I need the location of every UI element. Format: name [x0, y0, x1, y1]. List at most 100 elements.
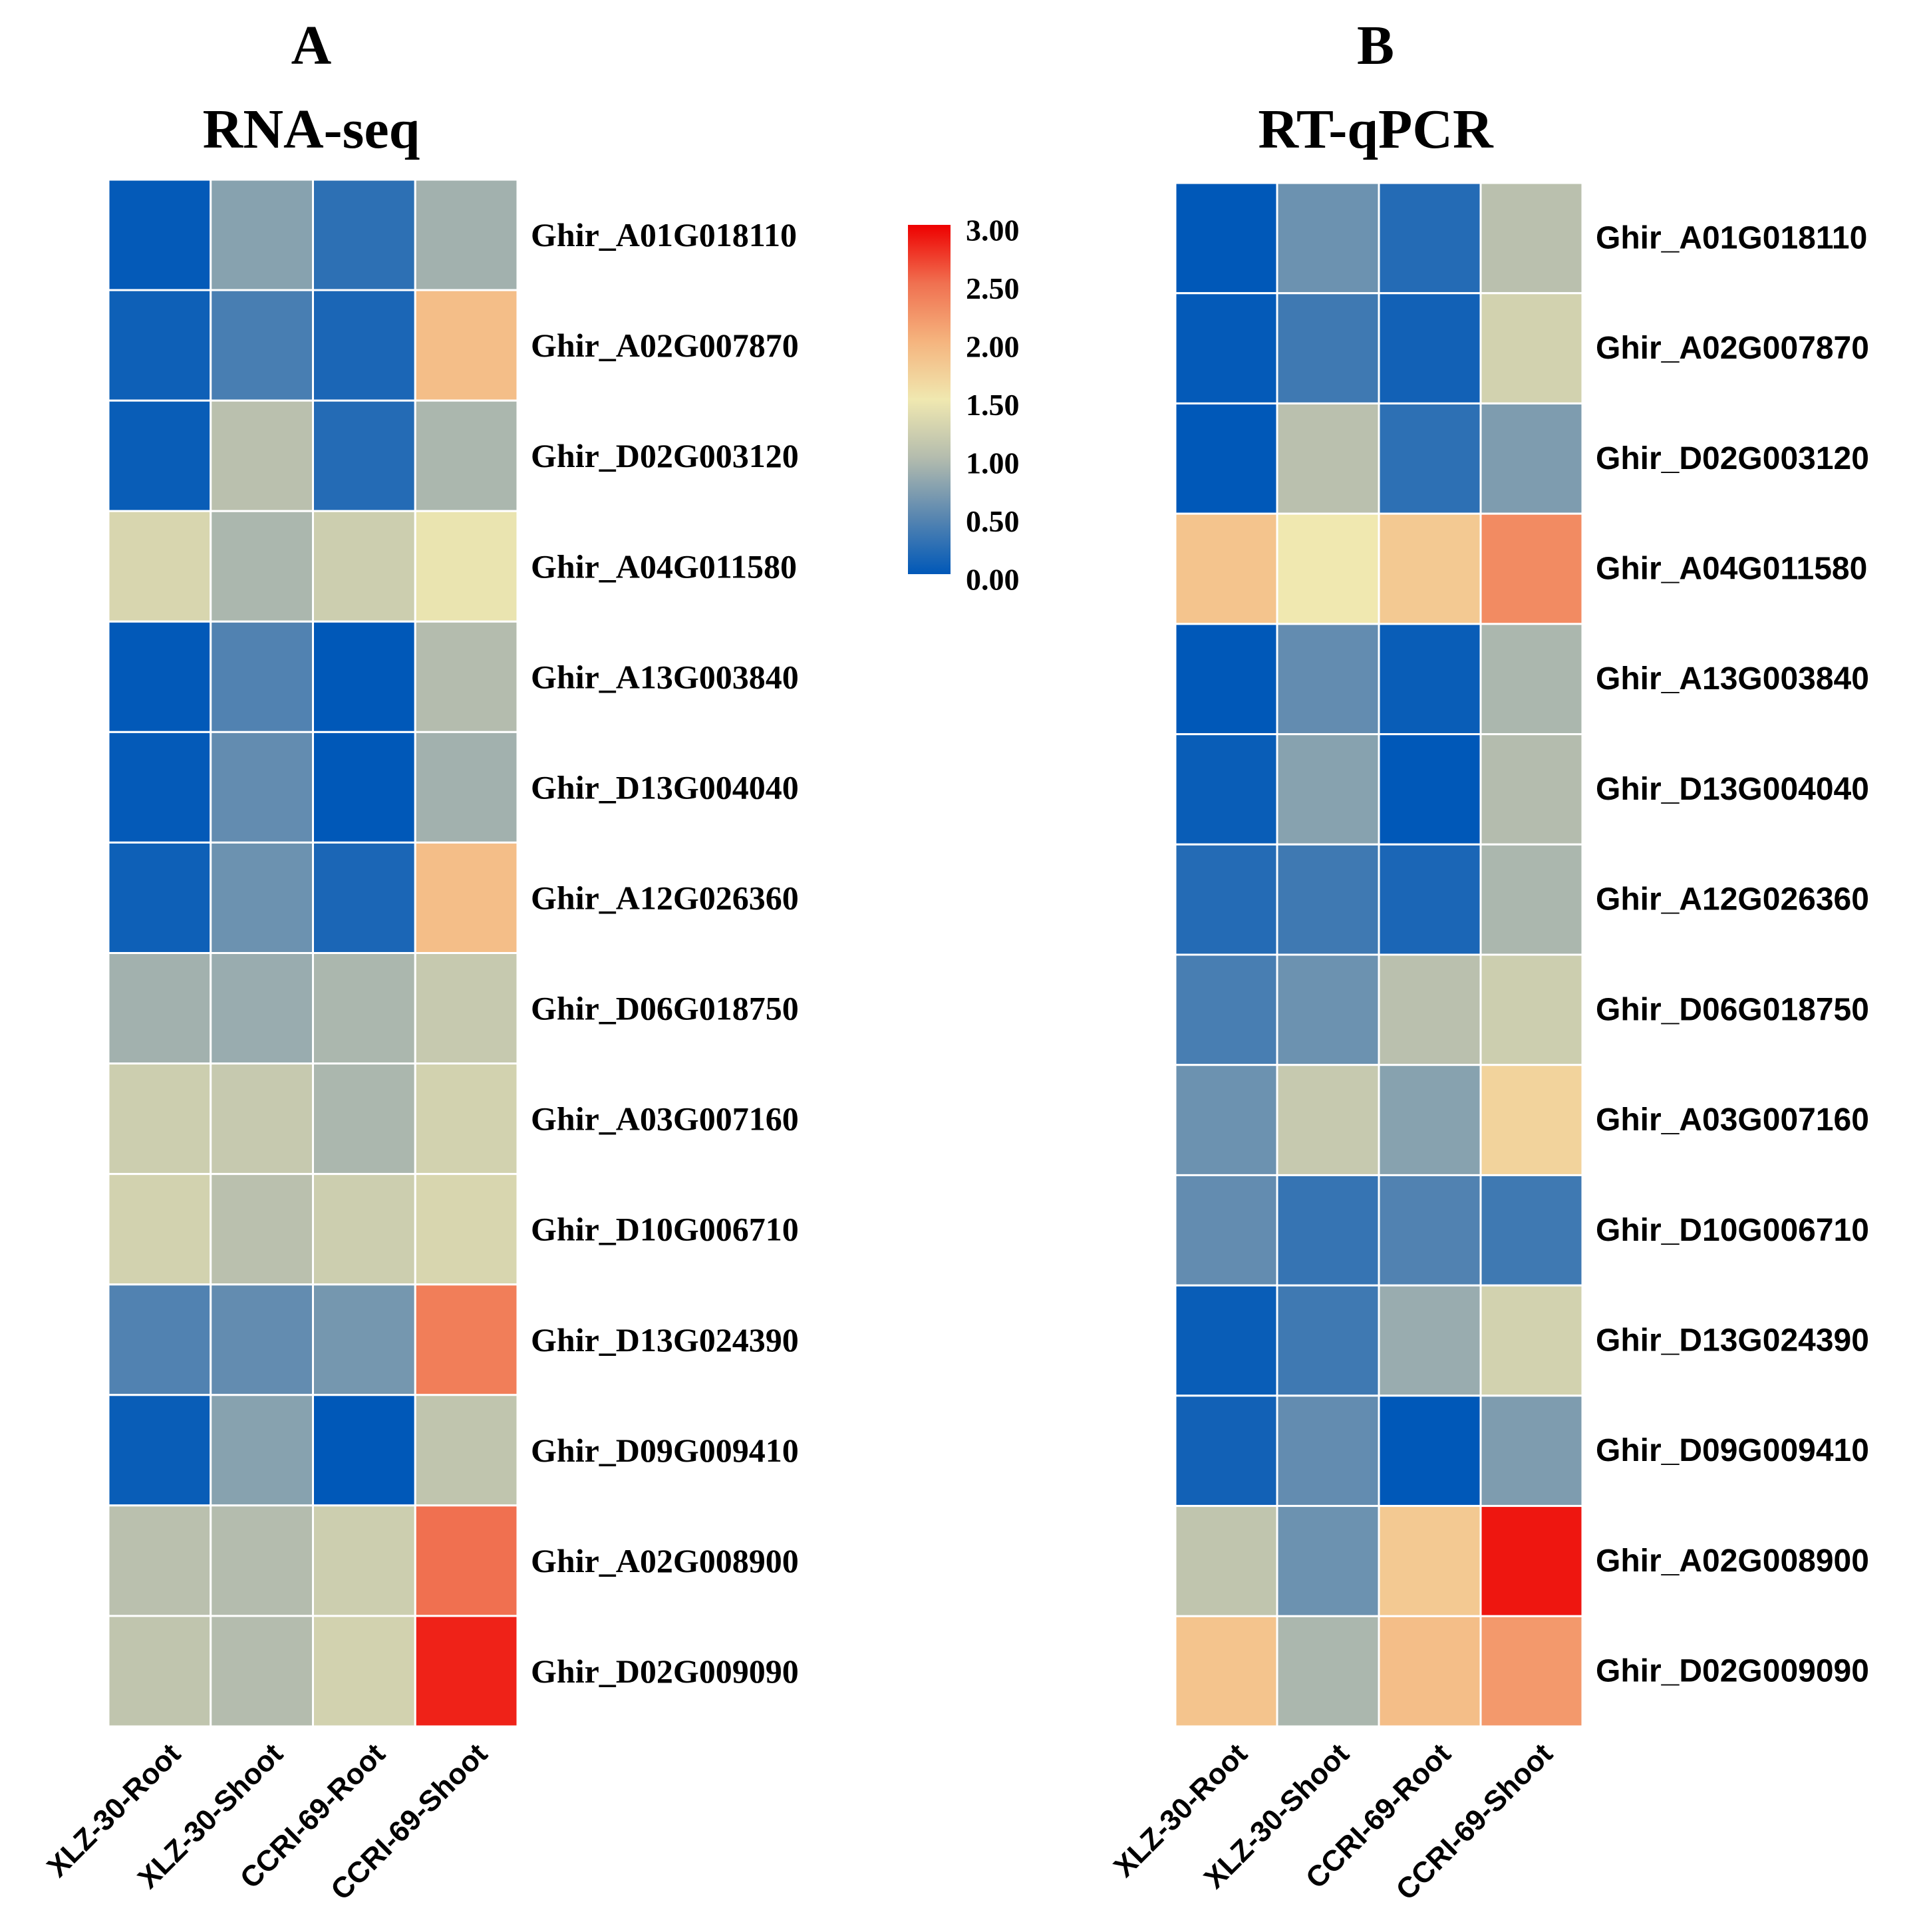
panel-b-letter: B: [1357, 15, 1394, 77]
heatmap-cell-ghir-a04g011580-ccri-69-shoot: [1479, 512, 1584, 625]
row-label-ghir-d02g003120: Ghir_D02G003120: [1596, 441, 1869, 476]
heatmap-cell-ghir-a03g007160-ccri-69-root: [1378, 1064, 1482, 1176]
row-label-ghir-a03g007160: Ghir_A03G007160: [531, 1100, 799, 1138]
heatmap-cell-ghir-a12g026360-ccri-69-root: [1378, 843, 1482, 956]
heatmap-rna-seq: Ghir_A01G018110 Ghir_A02G007870 Ghir_D02G0…: [41, 178, 799, 1907]
row-label-ghir-a01g018110: Ghir_A01G018110: [1596, 220, 1867, 255]
legend-tick-label: 2.50: [966, 271, 1020, 305]
heatmap-cell-ghir-d02g003120-xlz-30-shoot: [210, 399, 314, 512]
heatmap-cell-ghir-a03g007160-xlz-30-root: [107, 1062, 212, 1176]
heatmap-cell-ghir-d13g004040-xlz-30-shoot: [1276, 733, 1380, 846]
row-label-ghir-d06g018750: Ghir_D06G018750: [531, 990, 799, 1027]
color-legend: 3.00 2.50 2.00 1.50 1.00 0.50 0.00: [908, 214, 1020, 597]
row-label-ghir-a02g007870: Ghir_A02G007870: [531, 327, 799, 364]
panel-b-title: RT-qPCR: [1258, 98, 1494, 160]
heatmap-cell-ghir-a13g003840-ccri-69-root: [312, 620, 416, 733]
row-label-ghir-a03g007160: Ghir_A03G007160: [1596, 1102, 1869, 1138]
heatmap-cell-ghir-d09g009410-ccri-69-root: [312, 1394, 416, 1507]
heatmap-cell-ghir-d13g004040-ccri-69-root: [1378, 733, 1482, 846]
heatmap-cell-ghir-a02g007870-ccri-69-root: [1378, 292, 1482, 404]
heatmap-cell-ghir-d02g009090-ccri-69-shoot: [1479, 1615, 1584, 1728]
heatmap-cell-ghir-d13g004040-xlz-30-root: [107, 730, 212, 844]
heatmap-cell-ghir-a13g003840-ccri-69-root: [1378, 623, 1482, 736]
heatmap-cell-ghir-d13g004040-ccri-69-shoot: [1479, 733, 1584, 846]
heatmap-cell-ghir-d13g024390-ccri-69-root: [1378, 1284, 1482, 1397]
heatmap-cell-ghir-a03g007160-ccri-69-shoot: [414, 1062, 519, 1176]
heatmap-cell-ghir-a13g003840-ccri-69-shoot: [1479, 623, 1584, 736]
heatmap-cell-ghir-a02g007870-xlz-30-shoot: [1276, 292, 1380, 404]
heatmap-cell-ghir-a04g011580-ccri-69-root: [312, 510, 416, 623]
heatmap-cell-ghir-d13g024390-ccri-69-shoot: [414, 1283, 519, 1396]
heatmap-cell-ghir-a02g007870-xlz-30-root: [1174, 292, 1278, 404]
row-label-ghir-d06g018750: Ghir_D06G018750: [1596, 992, 1869, 1027]
heatmap-cell-ghir-d02g003120-xlz-30-root: [1174, 402, 1278, 515]
row-label-ghir-a13g003840: Ghir_A13G003840: [531, 658, 799, 695]
legend-tick-label: 1.00: [966, 446, 1020, 480]
heatmap-cell-ghir-a04g011580-xlz-30-root: [1174, 512, 1278, 625]
row-label-ghir-d10g006710: Ghir_D10G006710: [531, 1211, 799, 1248]
heatmap-cell-ghir-d09g009410-ccri-69-root: [1378, 1394, 1482, 1508]
heatmap-cell-ghir-a03g007160-ccri-69-root: [312, 1062, 416, 1176]
heatmap-cell-ghir-a02g008900-xlz-30-root: [1174, 1505, 1278, 1617]
row-label-ghir-d13g024390: Ghir_D13G024390: [1596, 1323, 1869, 1359]
row-label-ghir-a02g008900: Ghir_A02G008900: [531, 1542, 799, 1579]
heatmap-cell-ghir-a04g011580-xlz-30-shoot: [1276, 512, 1380, 625]
heatmap-cell-ghir-d09g009410-ccri-69-shoot: [1479, 1394, 1584, 1508]
heatmap-cell-ghir-d02g003120-ccri-69-shoot: [1479, 402, 1584, 515]
heatmap-cell-ghir-a12g026360-ccri-69-root: [312, 841, 416, 955]
heatmap-cell-ghir-a12g026360-xlz-30-root: [107, 841, 212, 955]
heatmap-cell-ghir-d02g003120-ccri-69-root: [1378, 402, 1482, 515]
heatmap-cell-ghir-a02g007870-xlz-30-root: [107, 289, 212, 402]
heatmap-cell-ghir-d02g003120-ccri-69-shoot: [414, 399, 519, 512]
heatmap-cell-ghir-a12g026360-xlz-30-shoot: [210, 841, 314, 955]
heatmap-cell-ghir-d13g024390-xlz-30-root: [107, 1283, 212, 1396]
row-label-ghir-d02g009090: Ghir_D02G009090: [531, 1653, 799, 1690]
heatmap-cell-ghir-a01g018110-xlz-30-root: [107, 178, 212, 291]
heatmap-cell-ghir-d09g009410-xlz-30-shoot: [1276, 1394, 1380, 1508]
heatmap-cell-ghir-a02g008900-ccri-69-root: [1378, 1505, 1482, 1617]
row-label-ghir-a12g026360: Ghir_A12G026360: [1596, 882, 1869, 917]
row-label-ghir-a02g007870: Ghir_A02G007870: [1596, 331, 1869, 366]
heatmap-cell-ghir-d09g009410-xlz-30-root: [107, 1394, 212, 1507]
heatmap-cell-ghir-a04g011580-ccri-69-shoot: [414, 510, 519, 623]
row-label-ghir-a13g003840: Ghir_A13G003840: [1596, 661, 1869, 697]
row-label-ghir-a02g008900: Ghir_A02G008900: [1596, 1543, 1869, 1579]
heatmap-cell-ghir-d02g003120-ccri-69-root: [312, 399, 416, 512]
heatmap-cell-ghir-a02g007870-ccri-69-shoot: [414, 289, 519, 402]
row-label-ghir-a01g018110: Ghir_A01G018110: [531, 216, 797, 253]
heatmap-cell-ghir-d06g018750-ccri-69-root: [1378, 953, 1482, 1066]
panel-a-letter: A: [291, 15, 332, 77]
heatmap-cell-ghir-a03g007160-xlz-30-shoot: [210, 1062, 314, 1176]
heatmap-cell-ghir-d02g009090-xlz-30-root: [107, 1615, 212, 1728]
heatmap-cell-ghir-a02g008900-ccri-69-shoot: [1479, 1505, 1584, 1617]
heatmap-cell-ghir-a12g026360-xlz-30-shoot: [1276, 843, 1380, 956]
heatmap-cell-ghir-d13g024390-ccri-69-shoot: [1479, 1284, 1584, 1397]
heatmap-cell-ghir-d02g009090-xlz-30-shoot: [210, 1615, 314, 1728]
heatmap-cell-ghir-d02g003120-xlz-30-root: [107, 399, 212, 512]
heatmap-cell-ghir-d02g009090-xlz-30-shoot: [1276, 1615, 1380, 1728]
heatmap-cell-ghir-d10g006710-ccri-69-shoot: [1479, 1174, 1584, 1287]
row-label-ghir-d09g009410: Ghir_D09G009410: [531, 1432, 799, 1469]
heatmap-cell-ghir-a04g011580-xlz-30-root: [107, 510, 212, 623]
heatmap-cell-ghir-a02g007870-ccri-69-shoot: [1479, 292, 1584, 404]
heatmap-cell-ghir-d13g024390-xlz-30-root: [1174, 1284, 1278, 1397]
row-label-ghir-a04g011580: Ghir_A04G011580: [531, 548, 797, 585]
heatmap-cell-ghir-a13g003840-xlz-30-root: [1174, 623, 1278, 736]
heatmap-cell-ghir-d02g009090-ccri-69-shoot: [414, 1615, 519, 1728]
heatmap-cell-ghir-a02g008900-xlz-30-root: [107, 1504, 212, 1617]
heatmap-cell-ghir-d13g004040-ccri-69-shoot: [414, 730, 519, 844]
panel-a-title: RNA-seq: [203, 98, 420, 160]
heatmap-cell-ghir-d13g024390-ccri-69-root: [312, 1283, 416, 1396]
heatmap-cell-ghir-a01g018110-xlz-30-root: [1174, 182, 1278, 295]
heatmap-cell-ghir-a02g007870-xlz-30-shoot: [210, 289, 314, 402]
heatmap-cell-ghir-a02g008900-xlz-30-shoot: [210, 1504, 314, 1617]
row-label-ghir-d09g009410: Ghir_D09G009410: [1596, 1433, 1869, 1468]
heatmap-cell-ghir-d02g009090-xlz-30-root: [1174, 1615, 1278, 1728]
row-label-ghir-a12g026360: Ghir_A12G026360: [531, 879, 799, 916]
heatmap-cell-ghir-a01g018110-xlz-30-shoot: [210, 178, 314, 291]
heatmap-cell-ghir-a03g007160-ccri-69-shoot: [1479, 1064, 1584, 1176]
heatmap-cell-ghir-d13g024390-xlz-30-shoot: [1276, 1284, 1380, 1397]
heatmap-cell-ghir-a13g003840-xlz-30-shoot: [1276, 623, 1380, 736]
row-label-ghir-d02g003120: Ghir_D02G003120: [531, 437, 799, 474]
